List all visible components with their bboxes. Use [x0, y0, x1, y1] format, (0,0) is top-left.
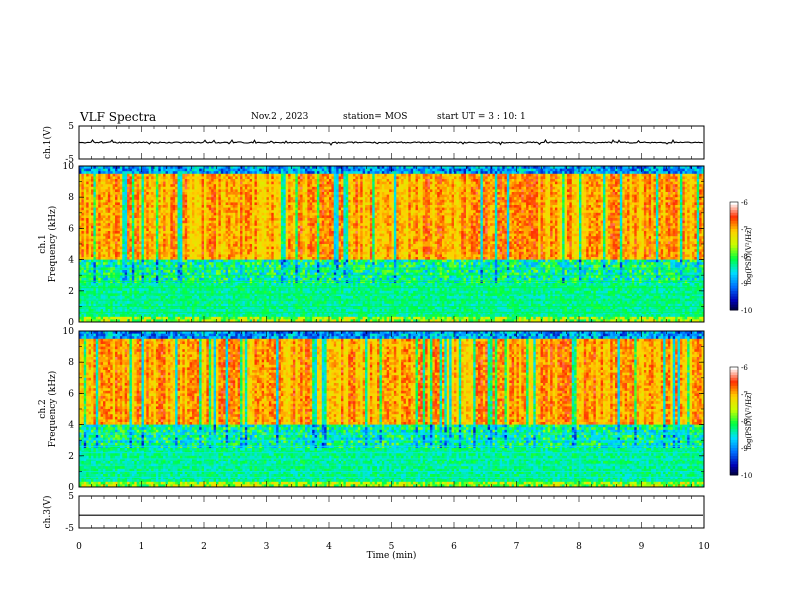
ch2-spectrogram-colorbar-label: log(PSD)(V²/Hz) — [745, 392, 753, 449]
xtick-label: 10 — [698, 542, 710, 552]
ch2-spectrogram-colorbar-tick: -10 — [741, 472, 752, 480]
ch3-waveform-ytick: 5 — [68, 492, 74, 502]
x-axis-label: Time (min) — [367, 550, 417, 561]
xtick-label: 0 — [76, 542, 82, 552]
ch2-spectrogram-ylabel: ch.2 — [38, 399, 48, 418]
ch3-waveform-ytick: -5 — [65, 524, 74, 534]
ch1-spectrogram-ytick: 8 — [68, 193, 74, 203]
ch1-spectrogram-ylabel: ch.1 — [38, 234, 48, 253]
ch1-spectrogram-ylabel: Frequency (kHz) — [47, 206, 58, 283]
xtick-label: 7 — [514, 542, 520, 552]
ch2-spectrogram-ytick: 6 — [68, 389, 74, 399]
ch2-spectrogram-cells — [79, 331, 704, 487]
ch1-waveform-ytick: 5 — [68, 122, 74, 132]
ch2-spectrogram-colorbar-tick: -6 — [741, 364, 748, 372]
xtick-label: 8 — [576, 542, 582, 552]
xtick-label: 2 — [201, 542, 207, 552]
xtick-label: 6 — [451, 542, 457, 552]
ch2-spectrogram-ytick: 2 — [68, 452, 74, 462]
vlf-figure: 5-5ch.1(V)0246810ch.1 Frequency (kHz)-6-7… — [0, 0, 792, 612]
xtick-label: 3 — [264, 542, 270, 552]
ch2-spectrogram-ylabel: Frequency (kHz) — [47, 371, 58, 448]
ch1-spectrogram-colorbar — [730, 202, 738, 311]
ch1-waveform-trace — [79, 140, 703, 145]
ch2-spectrogram-colorbar — [730, 367, 738, 476]
xtick-label: 4 — [326, 542, 332, 552]
ch2-spectrogram-ytick: 4 — [68, 421, 74, 431]
xtick-label: 1 — [139, 542, 145, 552]
ch1-spectrogram-ytick: 6 — [68, 224, 74, 234]
ch1-spectrogram-colorbar-tick: -6 — [741, 199, 748, 207]
ch1-spectrogram-cells — [79, 166, 704, 322]
ch1-spectrogram-colorbar-tick: -10 — [741, 307, 752, 315]
xtick-label: 9 — [639, 542, 645, 552]
ch3-waveform-ylabel: ch.3(V) — [42, 496, 53, 529]
ch1-spectrogram-ytick: 4 — [68, 256, 74, 266]
ch1-spectrogram-ytick: 10 — [63, 162, 75, 172]
ch1-spectrogram-ytick: 2 — [68, 287, 74, 297]
ch2-spectrogram-ytick: 8 — [68, 358, 74, 368]
ch2-spectrogram-ytick: 10 — [63, 327, 75, 337]
ch1-spectrogram-colorbar-label: log(PSD)(V²/Hz) — [745, 227, 753, 284]
ch1-waveform-ylabel: ch.1(V) — [42, 126, 53, 159]
